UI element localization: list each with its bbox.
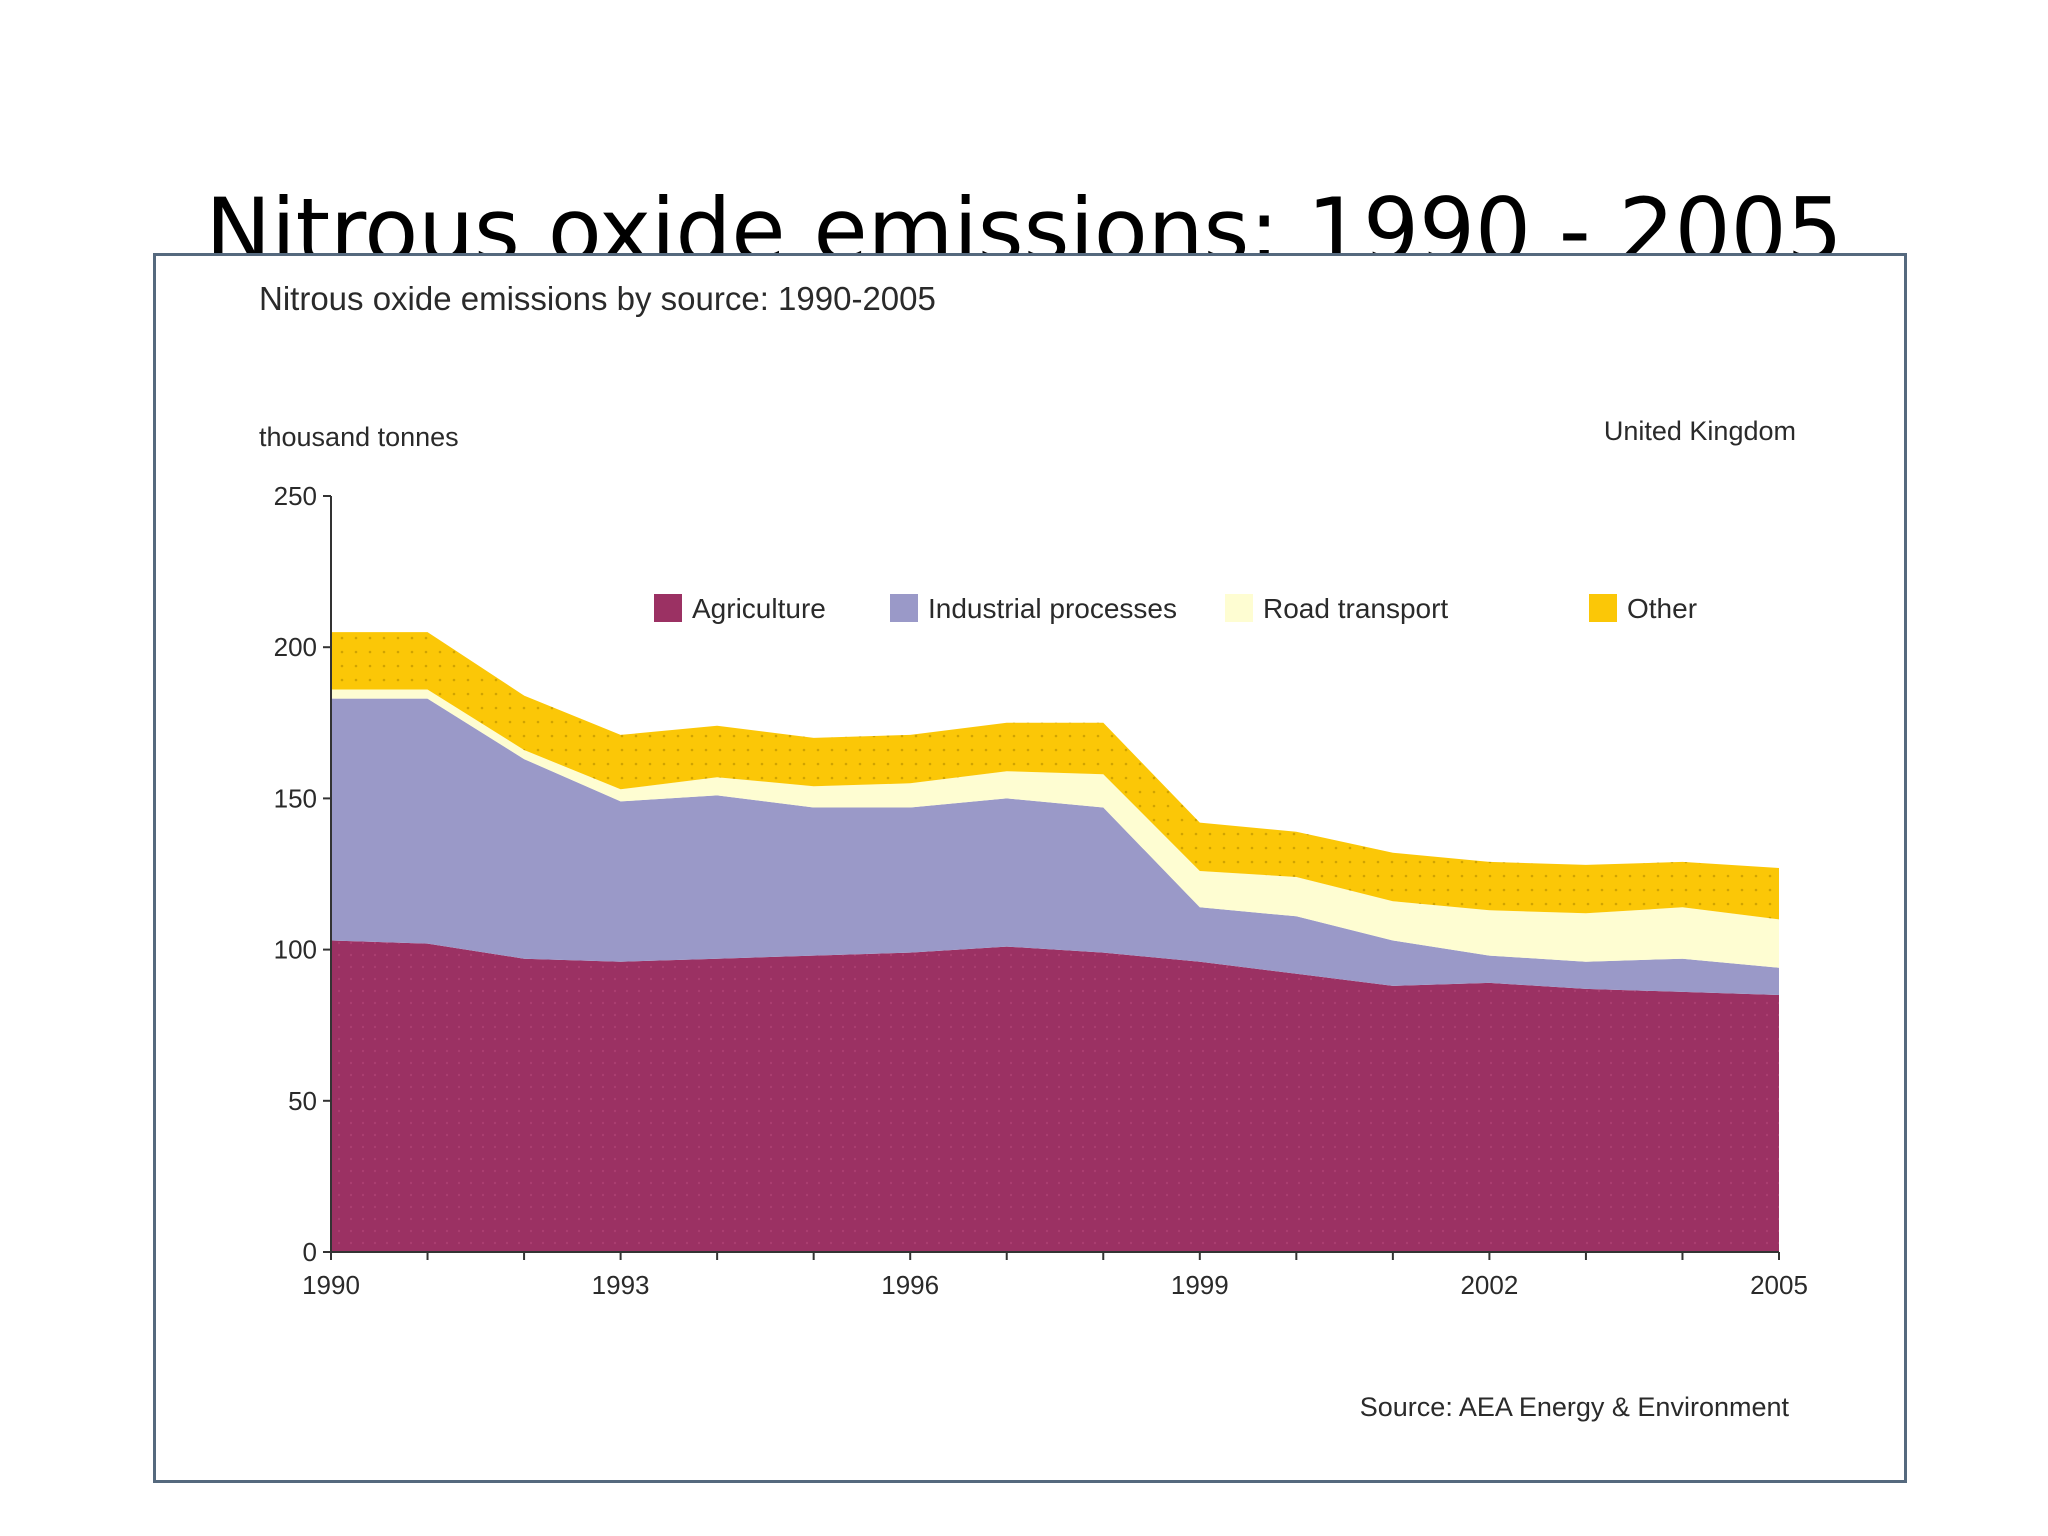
x-tick-label: 1999: [1171, 1270, 1229, 1300]
area-agriculture-texture: [331, 940, 1779, 1252]
slide-title: Nitrous oxide emissions: 1990 - 2005: [205, 179, 1843, 254]
y-axis-label: thousand tonnes: [259, 422, 459, 452]
source-note: Source: AEA Energy & Environment: [1360, 1392, 1790, 1422]
legend-label: Industrial processes: [928, 593, 1177, 624]
legend-label: Other: [1627, 593, 1697, 624]
legend-item-road-transport: Road transport: [1225, 593, 1448, 624]
x-tick-label: 1990: [302, 1270, 360, 1300]
x-tick-label: 2005: [1750, 1270, 1808, 1300]
legend: Agriculture Industrial processes Road tran…: [654, 593, 1697, 624]
y-tick-label: 50: [288, 1086, 317, 1116]
x-tick-label: 1993: [592, 1270, 650, 1300]
y-tick-label: 200: [274, 632, 317, 662]
x-tick-label: 2002: [1460, 1270, 1518, 1300]
area-other-texture: [331, 632, 1779, 920]
y-tick-label: 0: [303, 1237, 317, 1267]
y-tick-label: 150: [274, 783, 317, 813]
y-tick-label: 250: [274, 481, 317, 511]
area-layers: [331, 632, 1779, 1252]
legend-item-other: Other: [1589, 593, 1697, 624]
area-industrial-processes: [331, 698, 1779, 995]
legend-swatch: [890, 594, 918, 622]
legend-label: Road transport: [1263, 593, 1448, 624]
axes: [330, 496, 1779, 1253]
area-road-transport: [331, 689, 1779, 968]
region-label: United Kingdom: [1604, 416, 1796, 446]
y-ticks: 0 50 100 150 200 250: [274, 481, 331, 1267]
legend-label: Agriculture: [692, 593, 826, 624]
legend-swatch: [1225, 594, 1253, 622]
legend-item-agriculture: Agriculture: [654, 593, 826, 624]
legend-item-industrial-processes: Industrial processes: [890, 593, 1177, 624]
x-ticks: 1990 1993 1996 1999 2002 2005: [302, 1252, 1808, 1300]
legend-swatch: [654, 594, 682, 622]
chart: Nitrous oxide emissions by source: 1990-…: [259, 280, 1808, 1422]
chart-title: Nitrous oxide emissions by source: 1990-…: [259, 280, 936, 317]
x-tick-label: 1996: [881, 1270, 939, 1300]
legend-swatch: [1589, 594, 1617, 622]
chart-frame: Nitrous oxide emissions by source: 1990-…: [153, 253, 1907, 1483]
y-tick-label: 100: [274, 935, 317, 965]
